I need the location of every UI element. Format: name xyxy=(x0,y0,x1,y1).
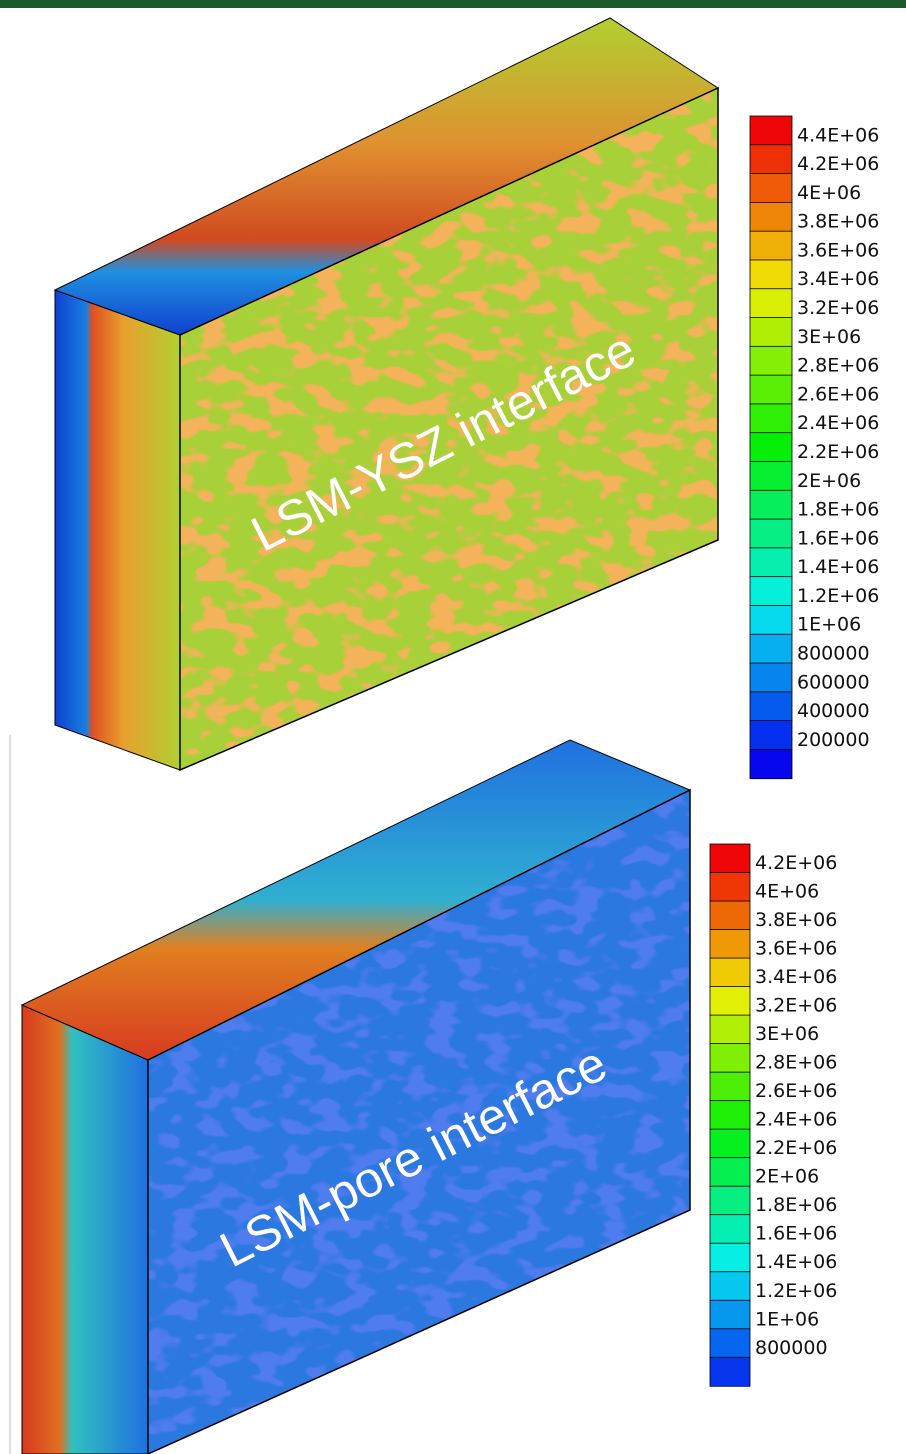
colorbar-cell xyxy=(710,958,750,987)
colorbar-cell xyxy=(710,1357,750,1386)
colorbar-label: 3.2E+06 xyxy=(755,995,837,1017)
left-face xyxy=(55,290,180,770)
colorbar: 4.4E+06 4.2E+06 4E+06 3.8E+06 3.6E+06 3.4E+06… xyxy=(750,116,879,779)
colorbar-label: 3.2E+06 xyxy=(797,297,879,319)
colorbar-cell xyxy=(750,231,792,260)
colorbar-label: 2.2E+06 xyxy=(755,1137,837,1159)
colorbar-cell xyxy=(750,577,792,606)
colorbar-label: 2E+06 xyxy=(755,1166,819,1188)
colorbar-label: 3E+06 xyxy=(797,326,861,348)
colorbar-label: 2.6E+06 xyxy=(797,383,879,405)
box-bottom: LSM-pore interface xyxy=(22,740,690,1454)
colorbar-label: 3.6E+06 xyxy=(797,239,879,261)
colorbar-cell xyxy=(710,1300,750,1329)
colorbar-label: 1.4E+06 xyxy=(797,556,879,578)
colorbar-label: 200000 xyxy=(797,729,870,751)
colorbar-cell xyxy=(750,318,792,347)
colorbar-label: 1.6E+06 xyxy=(797,527,879,549)
colorbar-cell xyxy=(750,461,792,490)
colorbar-label: 800000 xyxy=(755,1337,828,1359)
colorbar-cell xyxy=(710,930,750,959)
colorbar-cell xyxy=(750,375,792,404)
colorbar-cell xyxy=(750,749,792,778)
colorbar-cell xyxy=(750,605,792,634)
colorbar-cell xyxy=(710,1243,750,1272)
colorbar-cell xyxy=(750,548,792,577)
colorbar-cell xyxy=(710,1101,750,1130)
colorbar-cell xyxy=(710,1129,750,1158)
colorbar-cell xyxy=(750,346,792,375)
colorbar-cell xyxy=(750,174,792,203)
colorbar-cell xyxy=(710,1186,750,1215)
colorbar-cell xyxy=(710,1015,750,1044)
colorbar-cell xyxy=(710,987,750,1016)
colorbar-label: 1.6E+06 xyxy=(755,1223,837,1245)
colorbar-label: 2.2E+06 xyxy=(797,441,879,463)
colorbar-label: 3.4E+06 xyxy=(797,268,879,290)
colorbar-label: 3E+06 xyxy=(755,1023,819,1045)
colorbar-cell xyxy=(750,260,792,289)
left-face xyxy=(22,1005,148,1454)
colorbar-label: 800000 xyxy=(797,643,870,665)
colorbar-label: 1E+06 xyxy=(755,1308,819,1330)
colorbar-cell xyxy=(710,1072,750,1101)
colorbar-cell xyxy=(750,663,792,692)
colorbar-cell xyxy=(750,289,792,318)
colorbar-label: 1.2E+06 xyxy=(797,585,879,607)
colorbar-label: 4E+06 xyxy=(755,881,819,903)
colorbar-label: 4E+06 xyxy=(797,182,861,204)
colorbar-cell xyxy=(750,433,792,462)
colorbar-cell xyxy=(710,1215,750,1244)
colorbar-cell xyxy=(750,116,792,145)
colorbar-label: 3.8E+06 xyxy=(755,909,837,931)
colorbar-label: 2.4E+06 xyxy=(797,412,879,434)
colorbar-label: 600000 xyxy=(797,671,870,693)
colorbar-label: 2E+06 xyxy=(797,470,861,492)
colorbar-label: 2.4E+06 xyxy=(755,1109,837,1131)
colorbar-label: 3.6E+06 xyxy=(755,938,837,960)
colorbar-label: 1.8E+06 xyxy=(755,1194,837,1216)
colorbar-label: 3.4E+06 xyxy=(755,966,837,988)
colorbar-label: 400000 xyxy=(797,700,870,722)
colorbar-label: 3.8E+06 xyxy=(797,211,879,233)
colorbar-label: 2.8E+06 xyxy=(797,355,879,377)
colorbar-cell xyxy=(710,1044,750,1073)
colorbar-label: 4.2E+06 xyxy=(797,153,879,175)
box-top: LSM-YSZ interface xyxy=(55,18,718,770)
colorbar-cell xyxy=(710,1272,750,1301)
top-bar xyxy=(0,0,906,8)
figure: LSM-YSZ interface LSM-pore interface 4.4… xyxy=(0,0,906,1454)
colorbar-label: 1.2E+06 xyxy=(755,1280,837,1302)
colorbar-cell xyxy=(710,873,750,902)
colorbar-label: 4.4E+06 xyxy=(797,124,879,146)
colorbar-cell xyxy=(710,1329,750,1358)
colorbar-cell xyxy=(750,490,792,519)
colorbar-cell xyxy=(750,634,792,663)
colorbar-label: 2.8E+06 xyxy=(755,1052,837,1074)
colorbar-cell xyxy=(710,844,750,873)
colorbar-cell xyxy=(750,145,792,174)
colorbar-label: 1.8E+06 xyxy=(797,499,879,521)
colorbar-cell xyxy=(710,1158,750,1187)
colorbar-label: 4.2E+06 xyxy=(755,852,837,874)
colorbar: 4.2E+06 4E+06 3.8E+06 3.6E+06 3.4E+06 3.2E+06… xyxy=(710,844,837,1386)
colorbar-label: 1.4E+06 xyxy=(755,1251,837,1273)
colorbar-label: 1E+06 xyxy=(797,614,861,636)
colorbar-cell xyxy=(750,519,792,548)
colorbar-label: 2.6E+06 xyxy=(755,1080,837,1102)
colorbar-cell xyxy=(750,692,792,721)
colorbar-cell xyxy=(710,901,750,930)
colorbar-cell xyxy=(750,721,792,750)
colorbar-cell xyxy=(750,202,792,231)
colorbar-cell xyxy=(750,404,792,433)
